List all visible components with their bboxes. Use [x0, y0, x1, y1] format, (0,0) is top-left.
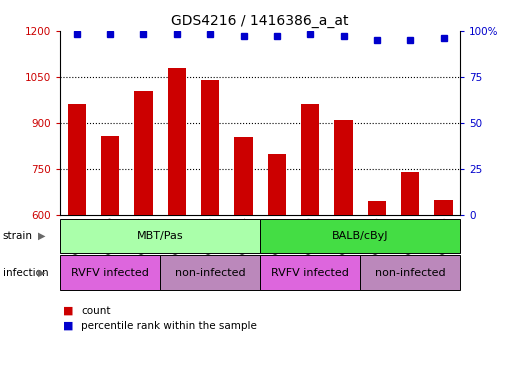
Text: percentile rank within the sample: percentile rank within the sample	[81, 321, 257, 331]
Bar	[301, 104, 320, 384]
Text: ▶: ▶	[38, 268, 46, 278]
Text: ▶: ▶	[38, 231, 46, 241]
Title: GDS4216 / 1416386_a_at: GDS4216 / 1416386_a_at	[172, 14, 349, 28]
Bar	[101, 136, 119, 384]
Bar	[134, 91, 153, 384]
Bar	[368, 201, 386, 384]
Text: BALB/cByJ: BALB/cByJ	[332, 231, 389, 241]
Bar	[201, 80, 219, 384]
Text: non-infected: non-infected	[175, 268, 245, 278]
Bar	[168, 68, 186, 384]
Text: RVFV infected: RVFV infected	[71, 268, 149, 278]
Bar	[401, 172, 419, 384]
Text: ■: ■	[63, 321, 73, 331]
Bar	[268, 154, 286, 384]
Text: count: count	[81, 306, 110, 316]
Bar	[67, 104, 86, 384]
Text: infection: infection	[3, 268, 48, 278]
Text: non-infected: non-infected	[375, 268, 446, 278]
Text: RVFV infected: RVFV infected	[271, 268, 349, 278]
Text: strain: strain	[3, 231, 32, 241]
Bar	[234, 137, 253, 384]
Text: ■: ■	[63, 306, 73, 316]
Text: MBT/Pas: MBT/Pas	[137, 231, 184, 241]
Bar	[435, 200, 453, 384]
Bar	[334, 120, 353, 384]
